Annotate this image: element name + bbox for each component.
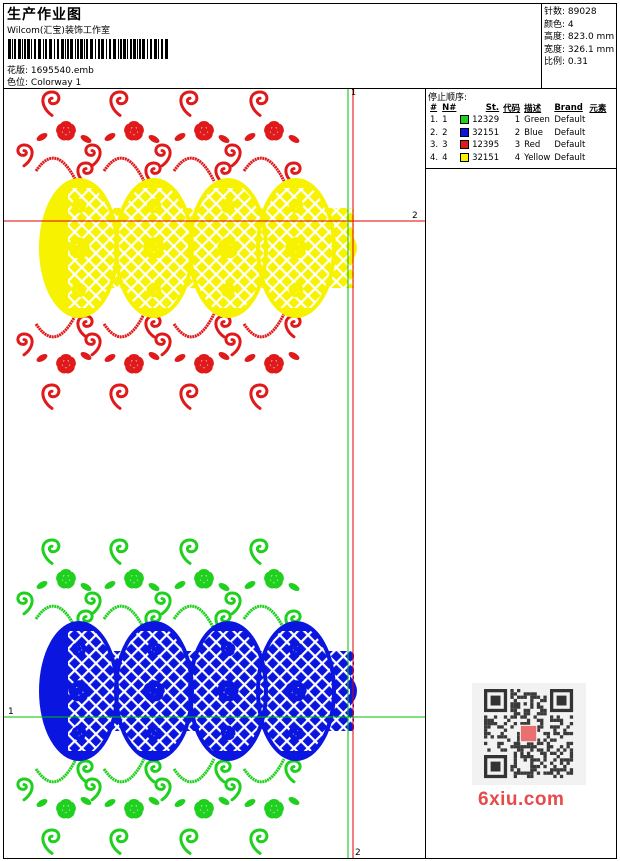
sequence-brand: Default (554, 152, 586, 163)
page-title: 生产作业图 (7, 7, 82, 23)
col-index: # (430, 102, 438, 113)
col-n: N# (442, 102, 457, 113)
qr-code-icon (472, 683, 586, 785)
barcode-icon (8, 39, 168, 59)
stat-height: 高度: 823.0 mm (544, 32, 615, 43)
stats-panel: 针数: 89028 颜色: 4 高度: 823.0 mm 宽度: 326.1 m… (542, 4, 616, 89)
sequence-n: 2 (442, 127, 448, 138)
sequence-row: 4. 4 32151 4 Yellow Default (428, 152, 608, 165)
sequence-desc: Blue (524, 127, 543, 138)
sequence-code: 1 (514, 115, 521, 126)
sequence-row: 3. 3 12395 3 Red Default (428, 139, 608, 152)
col-code: 代码 (503, 103, 521, 114)
color-swatch (460, 152, 470, 162)
sequence-desc: Red (524, 140, 541, 151)
sequence-stitches: 12329 (472, 115, 500, 126)
guide-marker-top: 1 (351, 89, 356, 97)
sequence-title: 停止顺序: (428, 93, 468, 103)
sequence-index: 2. (430, 127, 439, 138)
guide-marker-right: 2 (412, 211, 418, 221)
colorway-line: 色位: Colorway 1 (7, 75, 81, 88)
sequence-desc: Yellow (524, 152, 551, 163)
stat-colors: 颜色: 4 (544, 19, 574, 30)
design-canvas: 1 2 1 2 (4, 89, 426, 858)
top-design-red-yellow (16, 90, 357, 410)
sequence-index: 1. (430, 115, 439, 126)
sequence-header-row: # N# St. 代码 描述 Brand 元素 (428, 101, 608, 114)
sequence-n: 1 (442, 115, 448, 126)
stat-stitches: 针数: 89028 (544, 7, 597, 17)
colorway-value: Colorway 1 (30, 78, 82, 88)
production-sheet: 生产作业图 Wilcom(汇宝)装饰工作室 花版: 1695540.emb 色位… (3, 3, 617, 859)
col-desc: 描述 (524, 103, 542, 114)
colorway-label: 色位: (7, 78, 29, 88)
sequence-code: 4 (514, 152, 521, 163)
sequence-index: 3. (430, 140, 439, 151)
watermark-logo: 6xiu.com (478, 789, 565, 810)
design-file: 1695540.emb (30, 66, 94, 76)
sequence-code: 3 (514, 140, 521, 151)
sequence-stitches: 32151 (472, 127, 500, 138)
sequence-stitches: 32151 (472, 152, 500, 163)
sequence-stitches: 12395 (472, 140, 500, 151)
header-panel: 生产作业图 Wilcom(汇宝)装饰工作室 花版: 1695540.emb 色位… (4, 4, 542, 89)
sequence-brand: Default (554, 140, 586, 151)
sequence-n: 3 (442, 140, 448, 151)
sequence-brand: Default (554, 115, 586, 126)
color-swatch (460, 127, 470, 137)
sequence-n: 4 (442, 152, 448, 163)
color-swatch (460, 115, 470, 125)
col-brand: Brand (554, 102, 583, 113)
stop-sequence-panel: 停止顺序: # N# St. 代码 描述 Brand 元素 1. 1 12329 1… (426, 89, 616, 169)
sequence-desc: Green (524, 115, 550, 126)
bottom-design-green-blue (16, 538, 357, 855)
col-element: 元素 (589, 103, 607, 114)
company-name: Wilcom(汇宝)装饰工作室 (7, 26, 110, 36)
sequence-row: 2. 2 32151 2 Blue Default (428, 127, 608, 140)
guide-marker-left: 1 (8, 707, 14, 717)
sequence-code: 2 (514, 127, 521, 138)
sequence-row: 1. 1 12329 1 Green Default (428, 114, 608, 127)
stat-width: 宽度: 326.1 mm (544, 44, 615, 55)
stat-scale: 比例: 0.31 (544, 57, 588, 68)
color-swatch (460, 140, 470, 150)
design-line: 花版: 1695540.emb (7, 63, 94, 76)
side-panel: 停止顺序: # N# St. 代码 描述 Brand 元素 1. 1 12329 1… (426, 89, 616, 858)
embroidery-preview: 1 2 1 2 (4, 89, 425, 858)
guide-marker-bottom: 2 (355, 848, 361, 858)
sequence-table: # N# St. 代码 描述 Brand 元素 1. 1 12329 1 Green D… (428, 101, 608, 164)
sequence-index: 4. (430, 152, 439, 163)
design-label: 花版: (7, 66, 29, 76)
sequence-brand: Default (554, 127, 586, 138)
col-stitches: St. (485, 102, 500, 113)
